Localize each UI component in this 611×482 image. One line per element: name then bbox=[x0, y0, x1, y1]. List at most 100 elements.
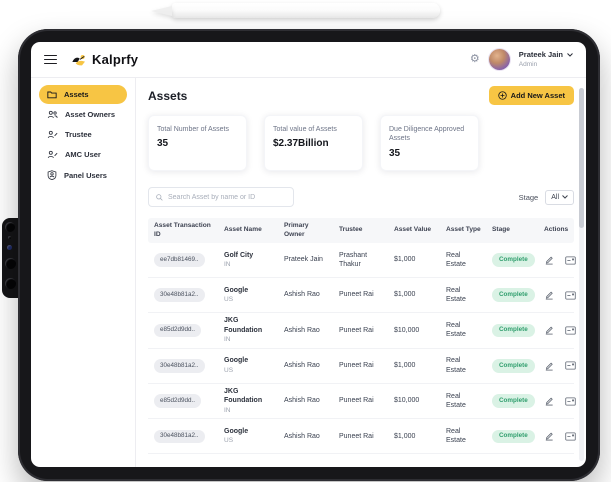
asset-region: US bbox=[224, 437, 234, 445]
table-row[interactable]: 30e48b81a2.. Google US Ashish Rao Puneet … bbox=[148, 419, 576, 455]
stage-badge: Complete bbox=[492, 288, 535, 302]
search-input[interactable] bbox=[168, 193, 286, 201]
asset-type: Real Estate bbox=[446, 392, 466, 410]
topbar-right: ⚙ Prateek Jain Admin bbox=[470, 49, 573, 70]
primary-owner: Ashish Rao bbox=[284, 362, 320, 370]
table-row-partial[interactable]: JKG bbox=[148, 454, 574, 467]
table-header-row: Asset Transaction ID Asset Name Primary … bbox=[148, 218, 574, 244]
stage-badge: Complete bbox=[492, 323, 535, 338]
asset-id-badge: e85d2d9dd.. bbox=[154, 394, 202, 408]
col-header: Primary Owner bbox=[284, 222, 309, 238]
asset-type: Real Estate bbox=[446, 427, 466, 445]
stage-filter: Stage All bbox=[518, 189, 574, 205]
stat-card-total-value: Total value of Assets $2.37Billion bbox=[264, 115, 363, 171]
scrollbar[interactable] bbox=[579, 88, 584, 461]
trustee: Puneet Rai bbox=[339, 432, 374, 440]
stat-card-total-assets: Total Number of Assets 35 bbox=[148, 115, 247, 171]
col-header: Asset Name bbox=[224, 226, 262, 234]
asset-id-badge: 30e48b81a2.. bbox=[154, 359, 205, 373]
folder-icon bbox=[47, 91, 57, 99]
stage-filter-label: Stage bbox=[518, 192, 539, 202]
edit-icon[interactable] bbox=[544, 396, 554, 406]
app-screen: Kalprfy ⚙ Prateek Jain Admin bbox=[31, 42, 586, 467]
col-header: Asset Value bbox=[394, 226, 432, 234]
asset-id-badge: 30e48b81a2.. bbox=[154, 288, 205, 302]
col-header: Trustee bbox=[339, 226, 363, 234]
avatar[interactable] bbox=[488, 49, 510, 70]
camera-lens-icon bbox=[5, 222, 15, 232]
col-header: Stage bbox=[492, 226, 510, 234]
user-menu[interactable]: Prateek Jain Admin bbox=[519, 51, 573, 68]
stat-label: Total value of Assets bbox=[273, 126, 337, 133]
sidebar-item-amc-user[interactable]: AMC User bbox=[39, 145, 127, 164]
camera-sensor-icon bbox=[7, 245, 12, 250]
brand: Kalprfy bbox=[71, 52, 138, 67]
primary-owner: Prateek Jain bbox=[284, 256, 323, 264]
sidebar-item-assets[interactable]: Assets bbox=[39, 85, 127, 104]
sidebar-item-panel-users[interactable]: Panel Users bbox=[39, 165, 127, 185]
search-icon bbox=[156, 193, 163, 201]
id-card-icon[interactable] bbox=[565, 397, 576, 406]
people-icon bbox=[47, 110, 58, 119]
stylus-tip bbox=[151, 5, 172, 16]
search-box bbox=[148, 187, 294, 207]
chevron-down-icon bbox=[562, 195, 568, 199]
asset-value: $1,000 bbox=[394, 291, 416, 299]
id-card-icon[interactable] bbox=[565, 291, 576, 300]
table-row[interactable]: e85d2d9dd.. JKG Foundation IN Ashish Rao … bbox=[148, 313, 576, 349]
trustee: Prashant Thakur bbox=[339, 251, 368, 269]
edit-icon[interactable] bbox=[544, 290, 554, 300]
trustee: Puneet Rai bbox=[339, 326, 374, 334]
topbar: Kalprfy ⚙ Prateek Jain Admin bbox=[31, 42, 586, 78]
chevron-down-icon bbox=[567, 53, 573, 58]
scrollbar-thumb[interactable] bbox=[579, 88, 584, 228]
table-row[interactable]: 30e48b81a2.. Google US Ashish Rao Puneet … bbox=[148, 349, 576, 384]
sidebar-item-trustee[interactable]: Trustee bbox=[39, 125, 127, 144]
stylus bbox=[151, 3, 440, 18]
asset-type: Real Estate bbox=[446, 251, 466, 269]
table-row[interactable]: ee7db81469.. Golf City IN Prateek Jain Pr… bbox=[148, 243, 576, 279]
col-header: Asset Transaction ID bbox=[154, 222, 211, 238]
brand-name: Kalprfy bbox=[92, 52, 139, 67]
asset-id-badge: 30e48b81a2.. bbox=[154, 429, 205, 444]
settings-gear-icon[interactable]: ⚙ bbox=[469, 53, 480, 65]
asset-value: $1,000 bbox=[394, 362, 416, 370]
table-row[interactable]: e85d2d9dd.. JKG Foundation IN Ashish Rao … bbox=[148, 384, 576, 420]
asset-name: Google bbox=[224, 286, 249, 294]
camera-dot-icon bbox=[8, 236, 11, 239]
table-row[interactable]: 30e48b81a2.. Google US Ashish Rao Puneet … bbox=[148, 278, 576, 314]
stage-filter-select[interactable]: All bbox=[545, 189, 574, 205]
main-content: Assets Add New Asset Total Number of Ass… bbox=[136, 78, 586, 467]
stage-badge: Complete bbox=[492, 429, 535, 444]
plus-circle-icon bbox=[497, 91, 507, 100]
stat-label: Total Number of Assets bbox=[157, 126, 229, 133]
asset-type: Real Estate bbox=[446, 322, 466, 339]
asset-type: Real Estate bbox=[446, 286, 466, 304]
hamburger-menu-icon[interactable] bbox=[44, 54, 57, 65]
id-card-icon[interactable] bbox=[565, 256, 576, 265]
edit-icon[interactable] bbox=[544, 361, 554, 371]
asset-name: Google bbox=[224, 357, 249, 365]
asset-id-badge: ee7db81469.. bbox=[154, 253, 205, 267]
asset-region: IN bbox=[224, 336, 231, 343]
id-card-icon[interactable] bbox=[565, 361, 576, 370]
assets-table: Asset Transaction ID Asset Name Primary … bbox=[148, 218, 576, 467]
id-card-icon[interactable] bbox=[565, 326, 576, 335]
edit-icon[interactable] bbox=[544, 325, 554, 335]
id-card-icon[interactable] bbox=[565, 432, 576, 441]
stat-card-due-diligence: Due Diligence Approved Assets 35 bbox=[380, 115, 479, 171]
edit-icon[interactable] bbox=[544, 255, 554, 265]
asset-value: $10,000 bbox=[394, 326, 420, 334]
asset-id-badge: e85d2d9dd.. bbox=[154, 323, 202, 338]
asset-value: $10,000 bbox=[394, 397, 420, 405]
person-shield-icon bbox=[47, 170, 57, 180]
asset-value: $1,000 bbox=[394, 432, 416, 440]
stat-value: 35 bbox=[389, 147, 401, 159]
add-new-asset-button[interactable]: Add New Asset bbox=[488, 86, 574, 105]
edit-icon[interactable] bbox=[544, 431, 554, 441]
camera-lens-icon bbox=[5, 278, 16, 289]
sidebar-item-asset-owners[interactable]: Asset Owners bbox=[39, 105, 127, 124]
trustee: Puneet Rai bbox=[339, 397, 374, 405]
asset-region: US bbox=[224, 366, 234, 374]
